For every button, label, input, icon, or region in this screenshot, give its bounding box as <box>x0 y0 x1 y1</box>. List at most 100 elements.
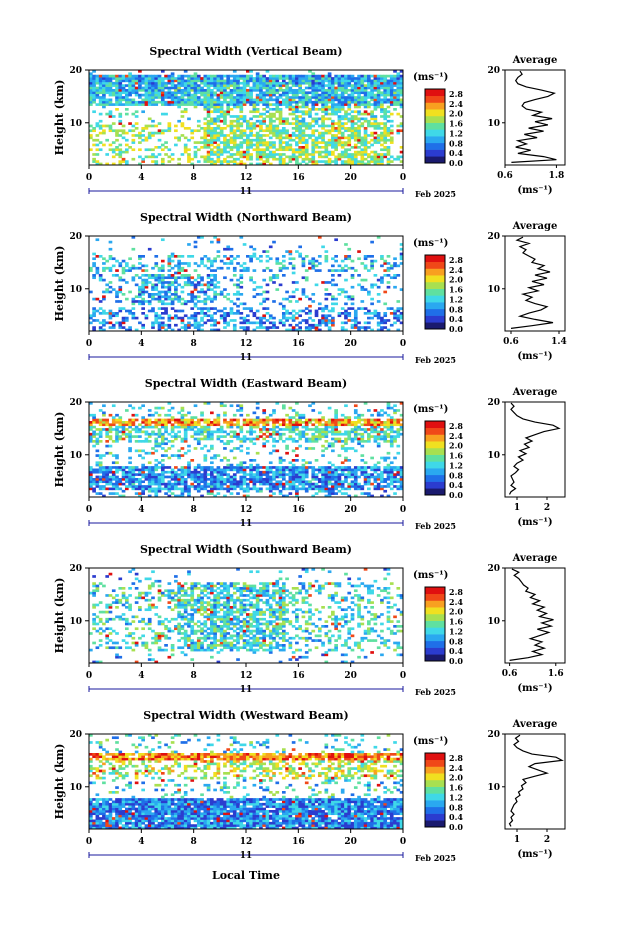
colorbar-tick-label: 1.2 <box>449 128 463 138</box>
average-x-tick-label: 0.6 <box>497 171 513 181</box>
colorbar-unit: (ms⁻¹) <box>413 404 448 415</box>
colorbar <box>425 587 445 661</box>
date-label: Feb 2025 <box>415 853 456 863</box>
colorbar <box>425 421 445 495</box>
x-tick-label: 16 <box>292 505 305 515</box>
day-label: 11 <box>240 519 253 529</box>
panel-2: Spectral Width (Eastward Beam)2010Height… <box>53 377 565 531</box>
average-x-tick-label: 1.6 <box>548 669 564 679</box>
y-tick-label: 10 <box>69 783 82 793</box>
x-tick-label: 8 <box>191 671 197 681</box>
colorbar-tick-label: 1.6 <box>449 451 463 461</box>
colorbar-tick-label: 0.8 <box>449 802 463 812</box>
y-tick-label: 10 <box>69 285 82 295</box>
average-unit: (ms⁻¹) <box>517 517 552 528</box>
colorbar-tick-label: 2.0 <box>449 773 463 783</box>
y-tick-label: 10 <box>69 617 82 627</box>
colorbar-unit: (ms⁻¹) <box>413 72 448 83</box>
x-tick-label: 12 <box>240 173 253 183</box>
heatmap <box>89 734 403 829</box>
x-tick-label: 0 <box>86 671 92 681</box>
colorbar-tick-label: 0.8 <box>449 304 463 314</box>
y-tick-label: 20 <box>69 730 82 740</box>
y-axis-label: Height (km) <box>53 744 66 820</box>
colorbar-tick-label: 2.0 <box>449 607 463 617</box>
panel-0: Spectral Width (Vertical Beam)2010Height… <box>53 45 565 199</box>
panel-3: Spectral Width (Southward Beam)2010Heigh… <box>53 543 565 697</box>
average-x-tick-label: 1 <box>514 503 520 513</box>
x-tick-label: 0 <box>400 671 406 681</box>
colorbar <box>425 753 445 827</box>
average-x-tick-label: 0.6 <box>503 337 519 347</box>
colorbar-tick-label: 0.0 <box>449 656 463 666</box>
x-tick-label: 16 <box>292 671 305 681</box>
date-label: Feb 2025 <box>415 355 456 365</box>
colorbar-tick-label: 0.8 <box>449 138 463 148</box>
date-label: Feb 2025 <box>415 687 456 697</box>
y-axis-label: Height (km) <box>53 246 66 322</box>
y-tick-label: 20 <box>69 564 82 574</box>
average-y-tick-label: 20 <box>487 730 500 740</box>
y-axis-label: Height (km) <box>53 80 66 156</box>
y-tick-label: 20 <box>69 398 82 408</box>
x-tick-label: 4 <box>138 173 144 183</box>
x-tick-label: 20 <box>344 671 357 681</box>
average-title: Average <box>512 719 558 730</box>
colorbar-tick-label: 2.8 <box>449 421 463 431</box>
average-frame <box>505 236 565 331</box>
x-tick-label: 20 <box>344 173 357 183</box>
colorbar-tick-label: 0.0 <box>449 158 463 168</box>
x-tick-label: 8 <box>191 339 197 349</box>
colorbar-tick-label: 2.8 <box>449 753 463 763</box>
colorbar-tick-label: 1.2 <box>449 294 463 304</box>
panel-4: Spectral Width (Westward Beam)2010Height… <box>53 709 565 863</box>
x-tick-label: 8 <box>191 505 197 515</box>
colorbar-tick-label: 1.6 <box>449 285 463 295</box>
x-tick-label: 16 <box>292 837 305 847</box>
colorbar-unit: (ms⁻¹) <box>413 238 448 249</box>
x-tick-label: 16 <box>292 339 305 349</box>
colorbar-tick-label: 2.8 <box>449 255 463 265</box>
colorbar-tick-label: 0.0 <box>449 324 463 334</box>
average-y-tick-label: 10 <box>487 617 500 627</box>
x-tick-label: 0 <box>400 837 406 847</box>
colorbar-tick-label: 1.6 <box>449 119 463 129</box>
average-x-tick-label: 1 <box>514 835 520 845</box>
panel-title: Spectral Width (Southward Beam) <box>140 543 352 556</box>
colorbar-tick-label: 0.8 <box>449 636 463 646</box>
colorbar-tick-label: 1.2 <box>449 792 463 802</box>
x-tick-label: 20 <box>344 837 357 847</box>
colorbar-tick-label: 2.8 <box>449 89 463 99</box>
average-x-tick-label: 2 <box>544 835 550 845</box>
y-tick-label: 20 <box>69 66 82 76</box>
x-tick-label: 0 <box>400 173 406 183</box>
average-x-tick-label: 2 <box>544 503 550 513</box>
panel-title: Spectral Width (Northward Beam) <box>140 211 352 224</box>
day-label: 11 <box>240 851 253 861</box>
colorbar-tick-label: 0.4 <box>449 646 463 656</box>
x-tick-label: 20 <box>344 505 357 515</box>
average-frame <box>505 70 565 165</box>
colorbar <box>425 255 445 329</box>
heatmap <box>89 236 403 331</box>
date-label: Feb 2025 <box>415 189 456 199</box>
x-tick-label: 12 <box>240 671 253 681</box>
x-tick-label: 12 <box>240 837 253 847</box>
average-y-tick-label: 20 <box>487 232 500 242</box>
x-tick-label: 0 <box>400 505 406 515</box>
average-y-tick-label: 10 <box>487 783 500 793</box>
average-unit: (ms⁻¹) <box>517 185 552 196</box>
colorbar-tick-label: 2.0 <box>449 109 463 119</box>
colorbar-tick-label: 1.2 <box>449 626 463 636</box>
colorbar-tick-label: 0.4 <box>449 480 463 490</box>
x-tick-label: 4 <box>138 671 144 681</box>
average-y-tick-label: 20 <box>487 398 500 408</box>
average-unit: (ms⁻¹) <box>517 683 552 694</box>
colorbar-unit: (ms⁻¹) <box>413 736 448 747</box>
colorbar-tick-label: 0.4 <box>449 812 463 822</box>
x-tick-label: 4 <box>138 505 144 515</box>
average-x-tick-label: 0.6 <box>502 669 518 679</box>
y-tick-label: 10 <box>69 451 82 461</box>
